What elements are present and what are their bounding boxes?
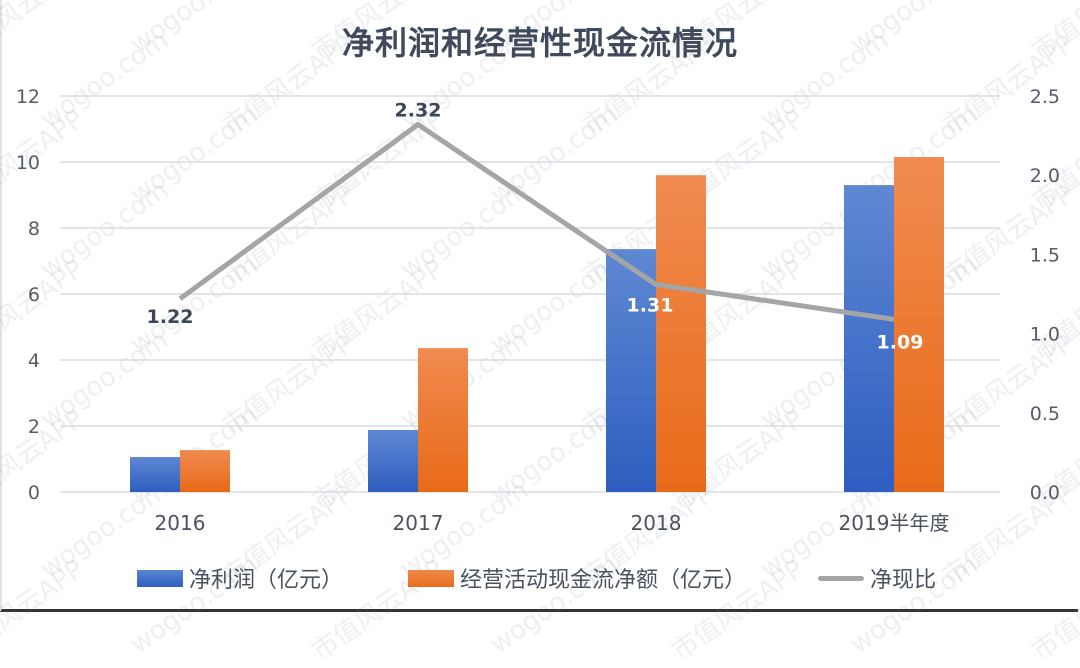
right-axis-tick: 0.0: [1030, 482, 1060, 504]
legend-label: 净利润（亿元）: [189, 568, 344, 593]
bar-net-profit: [368, 429, 418, 492]
legend-swatch-blue: [137, 569, 183, 587]
data-label-cash-ratio: 1.31: [627, 294, 674, 316]
data-label-cash-ratio: 2.32: [395, 100, 442, 122]
legend-swatch-line: [818, 575, 864, 581]
left-axis-tick: 2: [28, 416, 40, 438]
right-axis-tick: 1.5: [1030, 244, 1060, 266]
x-axis-label: 2016: [155, 511, 206, 535]
left-axis-tick: 10: [16, 152, 40, 174]
left-axis-tick: 4: [28, 350, 40, 372]
legend-label: 经营活动现金流净额（亿元）: [460, 568, 747, 593]
bar-operating-cash-flow: [656, 175, 706, 492]
legend-item-net-profit[interactable]: 净利润（亿元）: [137, 562, 343, 594]
chart-frame: [0, 0, 1078, 612]
legend-swatch-orange: [408, 569, 454, 587]
right-axis-tick: 2.0: [1030, 165, 1060, 187]
chart-legend: 净利润（亿元） 经营活动现金流净额（亿元） 净现比: [0, 562, 1080, 594]
bar-operating-cash-flow: [418, 348, 468, 492]
bar-net-profit: [606, 249, 656, 492]
x-axis-label: 2018: [631, 511, 682, 535]
bar-operating-cash-flow: [894, 157, 944, 493]
legend-label: 净现比: [870, 568, 937, 593]
x-axis-label: 2019半年度: [839, 511, 950, 535]
right-axis-tick: 2.5: [1030, 86, 1060, 108]
left-axis-tick: 12: [16, 86, 40, 108]
chart-title: 净利润和经营性现金流情况: [341, 24, 738, 62]
legend-item-cash-ratio[interactable]: 净现比: [818, 562, 936, 594]
line-cash-ratio: [178, 122, 895, 322]
bar-net-profit: [844, 185, 894, 492]
bar-operating-cash-flow: [180, 450, 230, 492]
data-label-cash-ratio: 1.22: [147, 306, 194, 328]
chart-plot-area: 0 2 4 6 8 10 12 0.0 0.5 1.0 1.5 2.0 2.5 2016 2017 2018 2…: [16, 86, 1060, 535]
left-axis-tick: 6: [28, 284, 40, 306]
right-axis-tick: 1.0: [1030, 324, 1060, 346]
left-axis-tick: 0: [28, 482, 40, 504]
left-axis-tick: 8: [28, 218, 40, 240]
data-label-cash-ratio: 1.09: [877, 331, 924, 353]
bar-net-profit: [130, 457, 180, 492]
x-axis-label: 2017: [393, 511, 444, 535]
legend-item-operating-cash-flow[interactable]: 经营活动现金流净额（亿元）: [408, 562, 746, 594]
right-axis-tick: 0.5: [1030, 403, 1060, 425]
